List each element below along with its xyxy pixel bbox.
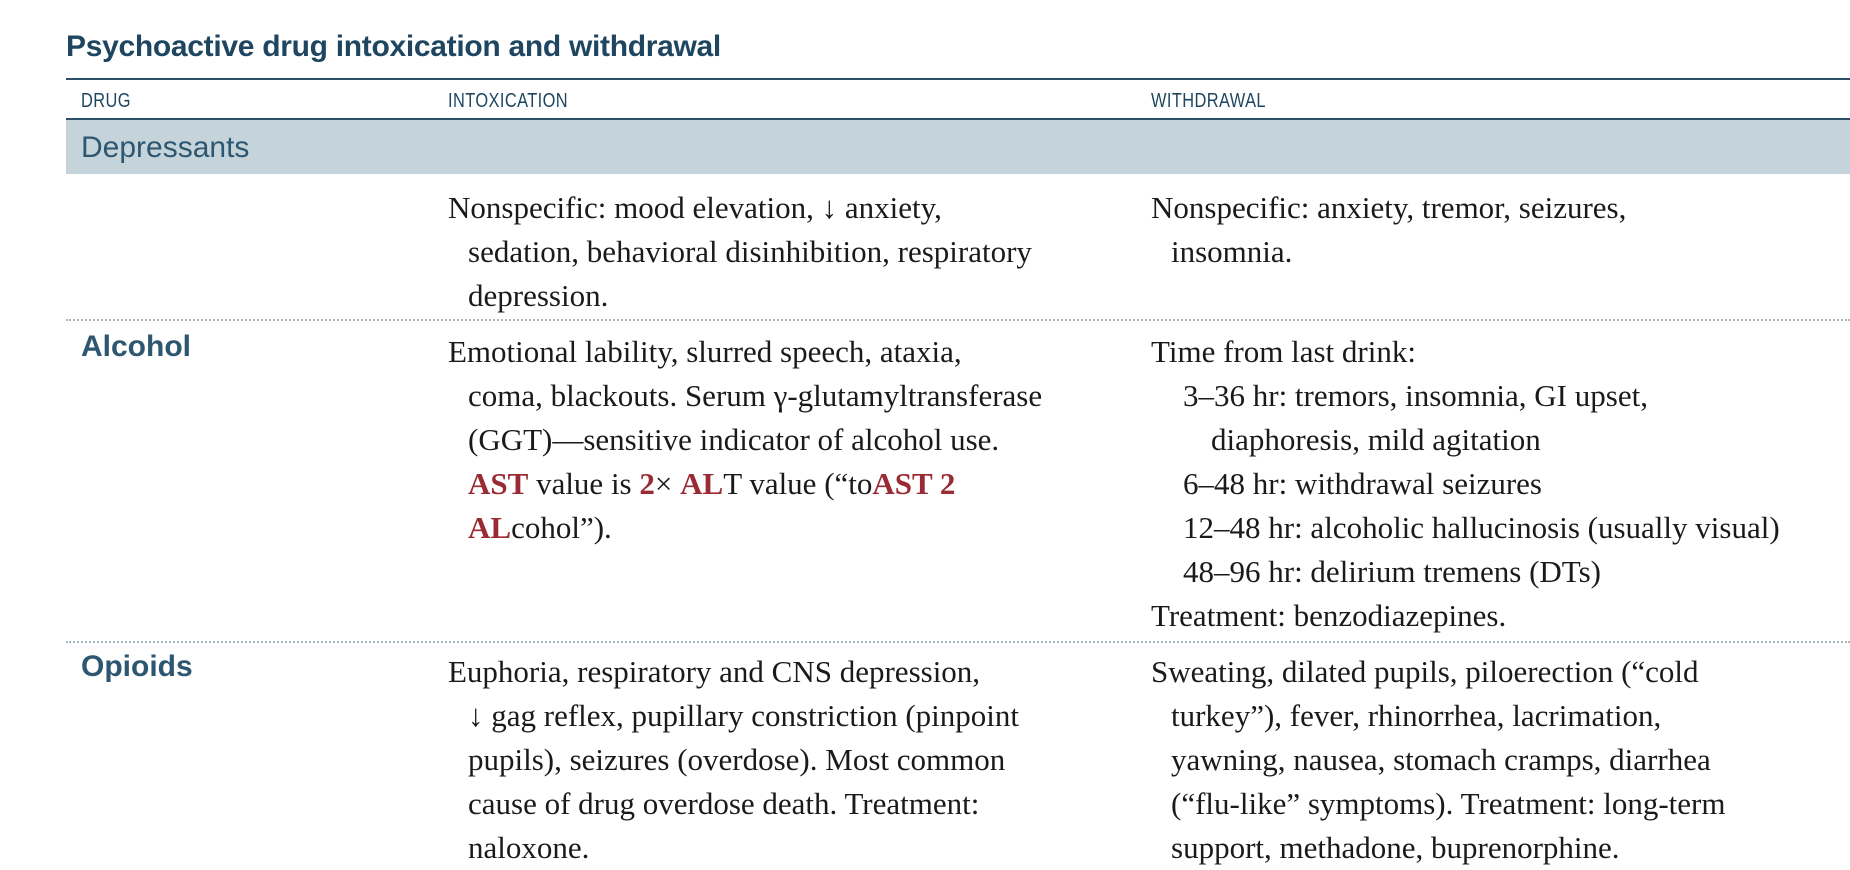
text-line: Sweating, dilated pupils, piloerection (… [1151, 654, 1699, 689]
withdrawal-stage: 6–48 hr: withdrawal seizures [1183, 466, 1542, 501]
header-rule [66, 118, 1850, 120]
mnemonic-highlight: 2 [639, 466, 655, 501]
mnemonic-line: AST value is 2× ALT value (“toAST 2 [448, 462, 1042, 506]
mnemonic-highlight: AST [468, 466, 529, 501]
withdrawal-intro: Time from last drink: [1151, 334, 1416, 369]
intoxication-cell: Nonspecific: mood elevation, ↓ anxiety, … [448, 186, 1032, 318]
section-label: Depressants [81, 131, 250, 164]
withdrawal-cell: Sweating, dilated pupils, piloerection (… [1151, 650, 1725, 870]
intoxication-cell: Emotional lability, slurred speech, atax… [448, 330, 1042, 550]
text-line: (GGT)—sensitive indicator of alcohol use… [468, 422, 1000, 457]
text-fragment: value is [528, 466, 640, 501]
column-header-withdrawal: WITHDRAWAL [1151, 90, 1266, 112]
drug-name-opioids: Opioids [81, 650, 193, 683]
withdrawal-treatment: Treatment: benzodiazepines. [1151, 598, 1507, 633]
text-line: support, methadone, buprenorphine. [1171, 830, 1620, 865]
mnemonic-line: ALcohol”). [448, 506, 1042, 550]
withdrawal-stage: 12–48 hr: alcoholic hallucinosis (usuall… [1183, 510, 1780, 545]
withdrawal-stage: 3–36 hr: tremors, insomnia, GI upset, [1183, 378, 1648, 413]
text-line: insomnia. [1171, 234, 1293, 269]
text-fragment: cohol”). [511, 510, 612, 545]
text-line: naloxone. [468, 830, 590, 865]
text-line: sedation, behavioral disinhibition, resp… [468, 234, 1032, 269]
title-rule [66, 78, 1850, 80]
row-separator [66, 319, 1850, 321]
row-separator [66, 641, 1850, 643]
column-header-intoxication: INTOXICATION [448, 90, 569, 112]
mnemonic-highlight: AST 2 [872, 466, 956, 501]
drug-name-alcohol: Alcohol [81, 330, 191, 363]
text-line: (“flu-like” symptoms). Treatment: long-t… [1171, 786, 1726, 821]
table-title: Psychoactive drug intoxication and withd… [66, 30, 721, 63]
column-header-row: DRUG INTOXICATION WITHDRAWAL [66, 82, 1850, 118]
text-line: Euphoria, respiratory and CNS depression… [448, 654, 981, 689]
withdrawal-cell: Nonspecific: anxiety, tremor, seizures, … [1151, 186, 1626, 274]
section-band-depressants: Depressants [66, 120, 1850, 174]
text-line: Nonspecific: mood elevation, ↓ anxiety, [448, 190, 942, 225]
withdrawal-stage-continuation: diaphoresis, mild agitation [1211, 422, 1541, 457]
column-header-drug: DRUG [81, 90, 131, 112]
text-fragment: × [654, 466, 681, 501]
text-line: ↓ gag reflex, pupillary constriction (pi… [468, 698, 1019, 733]
intoxication-cell: Euphoria, respiratory and CNS depression… [448, 650, 1019, 870]
text-line: depression. [468, 278, 609, 313]
mnemonic-highlight: AL [468, 510, 512, 545]
mnemonic-highlight: AL [680, 466, 724, 501]
text-line: cause of drug overdose death. Treatment: [468, 786, 980, 821]
text-line: turkey”), fever, rhinorrhea, lacrimation… [1171, 698, 1662, 733]
withdrawal-cell: Time from last drink: 3–36 hr: tremors, … [1151, 330, 1780, 638]
text-line: yawning, nausea, stomach cramps, diarrhe… [1171, 742, 1711, 777]
text-line: pupils), seizures (overdose). Most commo… [468, 742, 1006, 777]
withdrawal-stage: 48–96 hr: delirium tremens (DTs) [1183, 554, 1601, 589]
text-line: Nonspecific: anxiety, tremor, seizures, [1151, 190, 1627, 225]
text-line: coma, blackouts. Serum γ-glutamyltransfe… [468, 378, 1043, 413]
text-line: Emotional lability, slurred speech, atax… [448, 334, 962, 369]
text-fragment: T value (“to [723, 466, 873, 501]
